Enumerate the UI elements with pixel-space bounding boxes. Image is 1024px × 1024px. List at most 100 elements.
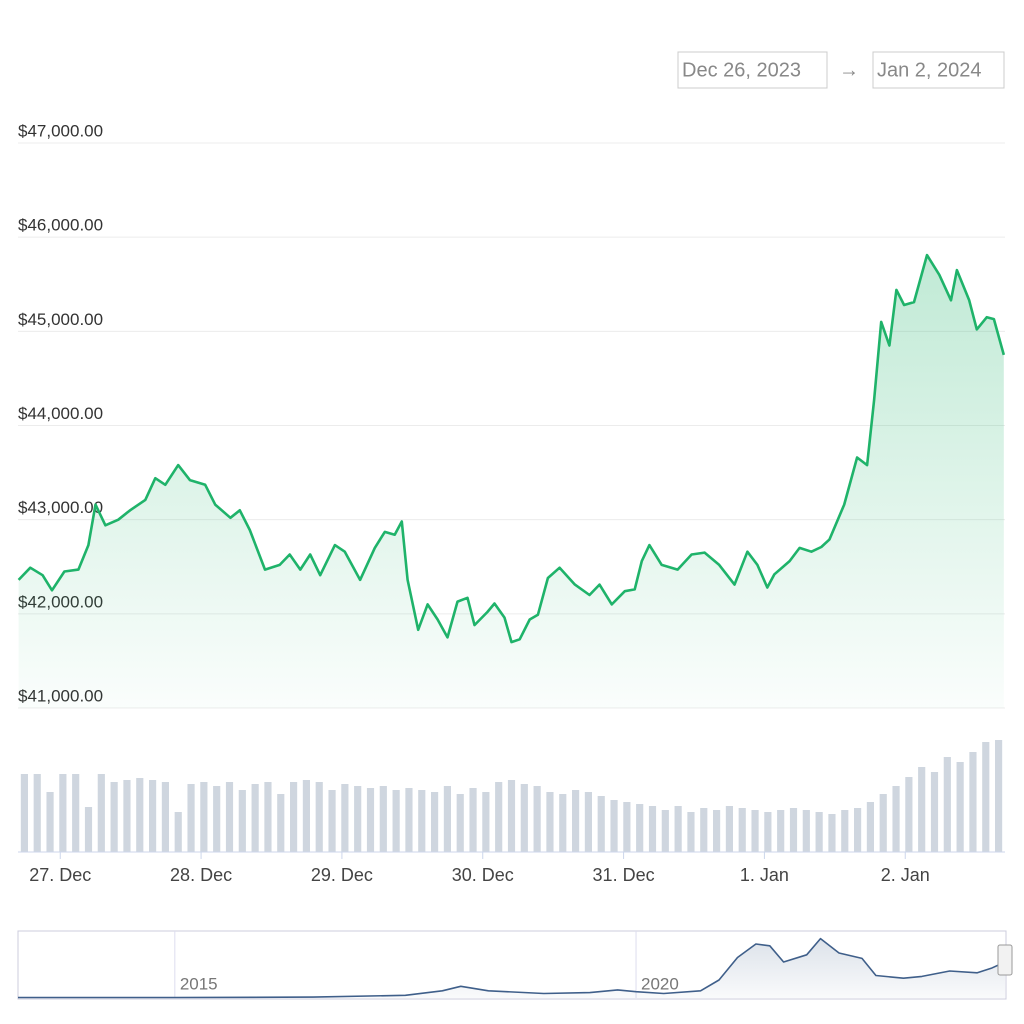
volume-bar: [982, 742, 990, 852]
volume-bar: [495, 782, 503, 852]
volume-bar: [943, 757, 951, 852]
volume-bar: [841, 810, 849, 852]
volume-bar: [431, 792, 439, 852]
volume-bar: [815, 812, 823, 852]
volume-bar: [110, 782, 118, 852]
volume-bar: [546, 792, 554, 852]
volume-bar: [59, 774, 67, 852]
x-tick-label: 1. Jan: [740, 865, 789, 885]
area: [18, 938, 1005, 998]
volume-bar: [136, 778, 144, 852]
volume-bar: [123, 780, 131, 852]
x-tick-label: 27. Dec: [29, 865, 91, 885]
volume-bar: [366, 788, 375, 852]
volume-bar: [200, 782, 208, 852]
volume-bar: [636, 804, 644, 852]
volume-bar: [161, 782, 169, 852]
volume-bar: [20, 774, 28, 852]
volume-bar: [443, 786, 451, 852]
navigator-handle[interactable]: [997, 944, 1013, 976]
volume-bar: [905, 777, 913, 852]
volume-bar: [623, 802, 631, 852]
volume-bar: [277, 794, 285, 852]
volume-bar: [648, 806, 657, 852]
line: [17, 253, 1006, 644]
volume-bar: [725, 806, 733, 852]
x-tick-label: 2. Jan: [881, 865, 930, 885]
line: [18, 937, 1006, 999]
volume-bar: [290, 782, 298, 852]
volume-bar: [302, 780, 310, 852]
volume-bar: [866, 802, 874, 852]
volume-bar: [251, 784, 259, 852]
volume-bar: [469, 788, 477, 852]
x-tick-label: 29. Dec: [311, 865, 373, 885]
arrow: →: [839, 59, 859, 81]
end-date: Jan 2, 2024: [877, 59, 982, 81]
volume-bar: [213, 786, 221, 852]
y-tick-label: $45,000.00: [18, 310, 103, 329]
volume-bar: [751, 810, 759, 852]
x-tick-label: 2015: [180, 974, 218, 993]
volume-bar: [995, 740, 1003, 852]
end-date-input[interactable]: [872, 51, 1005, 89]
x-tick-label: 30. Dec: [452, 865, 514, 885]
volume-bar: [33, 774, 41, 852]
volume-bar: [328, 790, 336, 852]
volume-bar: [456, 794, 464, 852]
volume-bar: [700, 808, 708, 852]
x-tick-label: 2020: [641, 974, 679, 993]
volume-bar: [610, 800, 618, 852]
volume-bar: [661, 810, 669, 852]
volume-bar: [687, 812, 695, 852]
volume-bar: [713, 810, 721, 852]
volume-bar: [879, 794, 887, 852]
area: [18, 255, 1004, 708]
volume-bar: [777, 810, 785, 852]
volume-bar: [828, 814, 836, 852]
volume-bar: [225, 782, 234, 852]
volume-bar: [738, 808, 746, 852]
volume-bar: [84, 807, 93, 852]
y-tick-label: $46,000.00: [18, 216, 103, 235]
volume-bar: [379, 786, 387, 852]
volume-bar: [533, 786, 541, 852]
volume-bar: [559, 794, 567, 852]
volume-bar: [520, 784, 528, 852]
y-tick-label: $43,000.00: [18, 498, 103, 517]
volume-bar: [956, 762, 964, 852]
y-tick-label: $47,000.00: [18, 121, 103, 140]
volume-bar: [507, 780, 516, 852]
y-tick-label: $44,000.00: [18, 404, 103, 423]
volume-bar: [405, 788, 413, 852]
volume-bar: [174, 812, 182, 852]
x-tick-label: 28. Dec: [170, 865, 232, 885]
volume-bar: [572, 790, 580, 852]
volume-bar: [764, 812, 772, 852]
volume-bar: [187, 784, 195, 852]
x-tick-label: 31. Dec: [593, 865, 655, 885]
volume-bar: [341, 784, 349, 852]
volume-bar: [238, 790, 246, 852]
volume-bar: [854, 808, 862, 852]
volume-bar: [418, 790, 426, 852]
volume-bar: [264, 782, 272, 852]
volume-bar: [354, 786, 362, 852]
volume-bar: [918, 767, 926, 852]
volume-bar: [315, 782, 323, 852]
volume-bar: [930, 772, 939, 852]
volume-bar: [584, 792, 592, 852]
volume-bar: [97, 774, 105, 852]
volume-bar: [674, 806, 682, 852]
volume-bar: [392, 790, 400, 852]
volume-bar: [969, 752, 977, 852]
volume-bar: [597, 796, 605, 852]
start-date: Dec 26, 2023: [682, 59, 801, 81]
volume-bar: [72, 774, 80, 852]
volume-bar: [802, 810, 810, 852]
volume-bar: [789, 808, 798, 852]
volume-bar: [149, 780, 157, 852]
volume-bar: [46, 792, 54, 852]
start-date-input[interactable]: [677, 51, 828, 89]
